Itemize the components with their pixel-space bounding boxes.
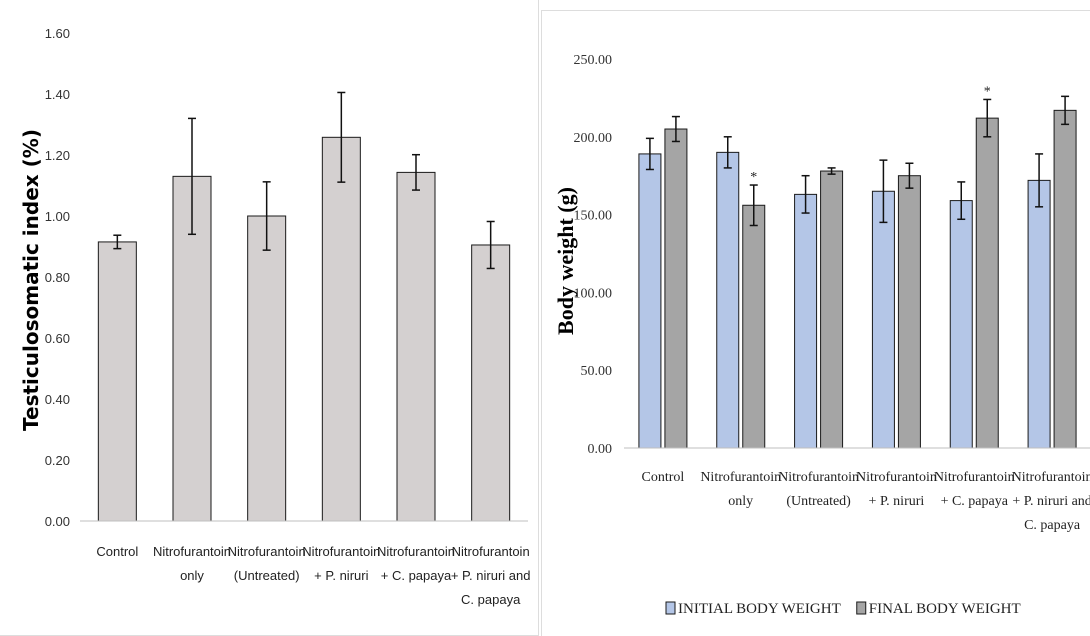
category-label-line: C. papaya xyxy=(1024,518,1081,533)
testiculosomatic-chart: 0.00 0.20 0.40 0.60 0.80 1.00 1.20 1.40 1.60 Cont… xyxy=(19,26,531,607)
bar xyxy=(321,136,361,522)
y-tick-label: 1.40 xyxy=(45,87,70,102)
bar xyxy=(1027,179,1051,449)
category-label: Nitrofurantoin (Untreated) xyxy=(778,470,859,509)
y-tick-label: 0.40 xyxy=(45,392,70,407)
category-label: Nitrofurantoin (Untreated) xyxy=(228,544,306,583)
category-label-line: + P. niruri xyxy=(869,494,925,509)
legend-swatch xyxy=(856,601,867,615)
legend-label: FINAL BODY WEIGHT xyxy=(869,601,1021,617)
category-label-line: Nitrofurantoin xyxy=(452,544,530,559)
y-tick-label: 200.00 xyxy=(574,131,613,146)
y-axis-label: Testiculosomatic index (%) xyxy=(19,129,43,431)
body-weight-chart: 0.00 50.00 100.00 150.00 200.00 250.00 * * Contr… xyxy=(553,53,1090,617)
bar xyxy=(820,170,844,449)
y-tick-label: 1.00 xyxy=(45,209,70,224)
y-tick-label: 50.00 xyxy=(581,364,613,379)
y-tick-label: 1.20 xyxy=(45,148,70,163)
category-label: Nitrofurantoin only xyxy=(153,544,231,583)
bar xyxy=(716,151,740,449)
category-label-line: only xyxy=(180,568,204,583)
bar xyxy=(794,193,818,449)
body-weight-chart-panel: 0.00 50.00 100.00 150.00 200.00 250.00 * * Contr… xyxy=(541,10,1090,636)
category-label-line: Control xyxy=(642,470,685,485)
category-label-line: + C. papaya xyxy=(941,494,1009,509)
category-label: Nitrofurantoin + P. niruri xyxy=(856,470,937,509)
bar xyxy=(396,171,436,522)
testiculosomatic-chart-panel: 0.00 0.20 0.40 0.60 0.80 1.00 1.20 1.40 1.60 Cont… xyxy=(0,0,539,636)
category-label-line: Nitrofurantoin xyxy=(153,544,231,559)
category-label-line: + P. niruri and xyxy=(451,568,531,583)
category-label-line: Nitrofurantoin xyxy=(778,470,859,485)
significance-marker: * xyxy=(750,170,757,185)
category-label: Nitrofurantoin + C. papaya xyxy=(377,544,455,583)
y-tick-label: 0.80 xyxy=(45,270,70,285)
y-tick-label: 100.00 xyxy=(574,286,613,301)
bar xyxy=(949,200,973,449)
category-label-line: Nitrofurantoin xyxy=(934,470,1015,485)
bar xyxy=(871,190,895,449)
category-label-line: + C. papaya xyxy=(381,568,452,583)
y-tick-label: 150.00 xyxy=(574,209,613,224)
y-tick-label: 250.00 xyxy=(574,53,613,68)
significance-marker: * xyxy=(984,84,991,99)
y-tick-label: 0.00 xyxy=(588,442,613,457)
category-label: Nitrofurantoin + P. niruri and C. papaya xyxy=(451,544,531,607)
category-label: Control xyxy=(642,470,685,485)
bar xyxy=(97,241,137,522)
category-label-line: Nitrofurantoin xyxy=(856,470,937,485)
y-tick-label: 0.20 xyxy=(45,453,70,468)
bar xyxy=(638,153,662,449)
y-axis-label: Body weight (g) xyxy=(553,187,578,335)
legend-swatch xyxy=(665,601,676,615)
category-label-line: only xyxy=(728,494,753,509)
y-tick-label: 0.60 xyxy=(45,331,70,346)
bar xyxy=(897,175,921,449)
category-label-line: (Untreated) xyxy=(234,568,300,583)
bar xyxy=(664,128,688,449)
category-label-line: Nitrofurantoin xyxy=(302,544,380,559)
category-label-line: + P. niruri xyxy=(314,568,368,583)
y-tick-label: 1.60 xyxy=(45,26,70,41)
category-label-line: Nitrofurantoin xyxy=(228,544,306,559)
category-label: Nitrofurantoin only xyxy=(700,470,781,509)
legend-label: INITIAL BODY WEIGHT xyxy=(678,601,841,617)
category-label: Nitrofurantoin + P. niruri and C. papaya xyxy=(1012,470,1090,533)
bar xyxy=(247,215,287,522)
y-tick-label: 0.00 xyxy=(45,514,70,529)
bar xyxy=(1053,109,1077,449)
category-label-line: C. papaya xyxy=(461,592,521,607)
category-label: Nitrofurantoin + P. niruri xyxy=(302,544,380,583)
category-label-line: Nitrofurantoin xyxy=(377,544,455,559)
category-label-line: Nitrofurantoin xyxy=(1012,470,1090,485)
bar xyxy=(471,244,511,522)
category-label-line: Nitrofurantoin xyxy=(700,470,781,485)
category-label: Nitrofurantoin + C. papaya xyxy=(934,470,1015,509)
category-label-line: Control xyxy=(96,544,138,559)
category-label-line: (Untreated) xyxy=(786,494,851,509)
category-label-line: + P. niruri and xyxy=(1012,494,1090,509)
bar xyxy=(742,204,766,449)
category-label: Control xyxy=(96,544,138,559)
bar xyxy=(975,117,999,449)
